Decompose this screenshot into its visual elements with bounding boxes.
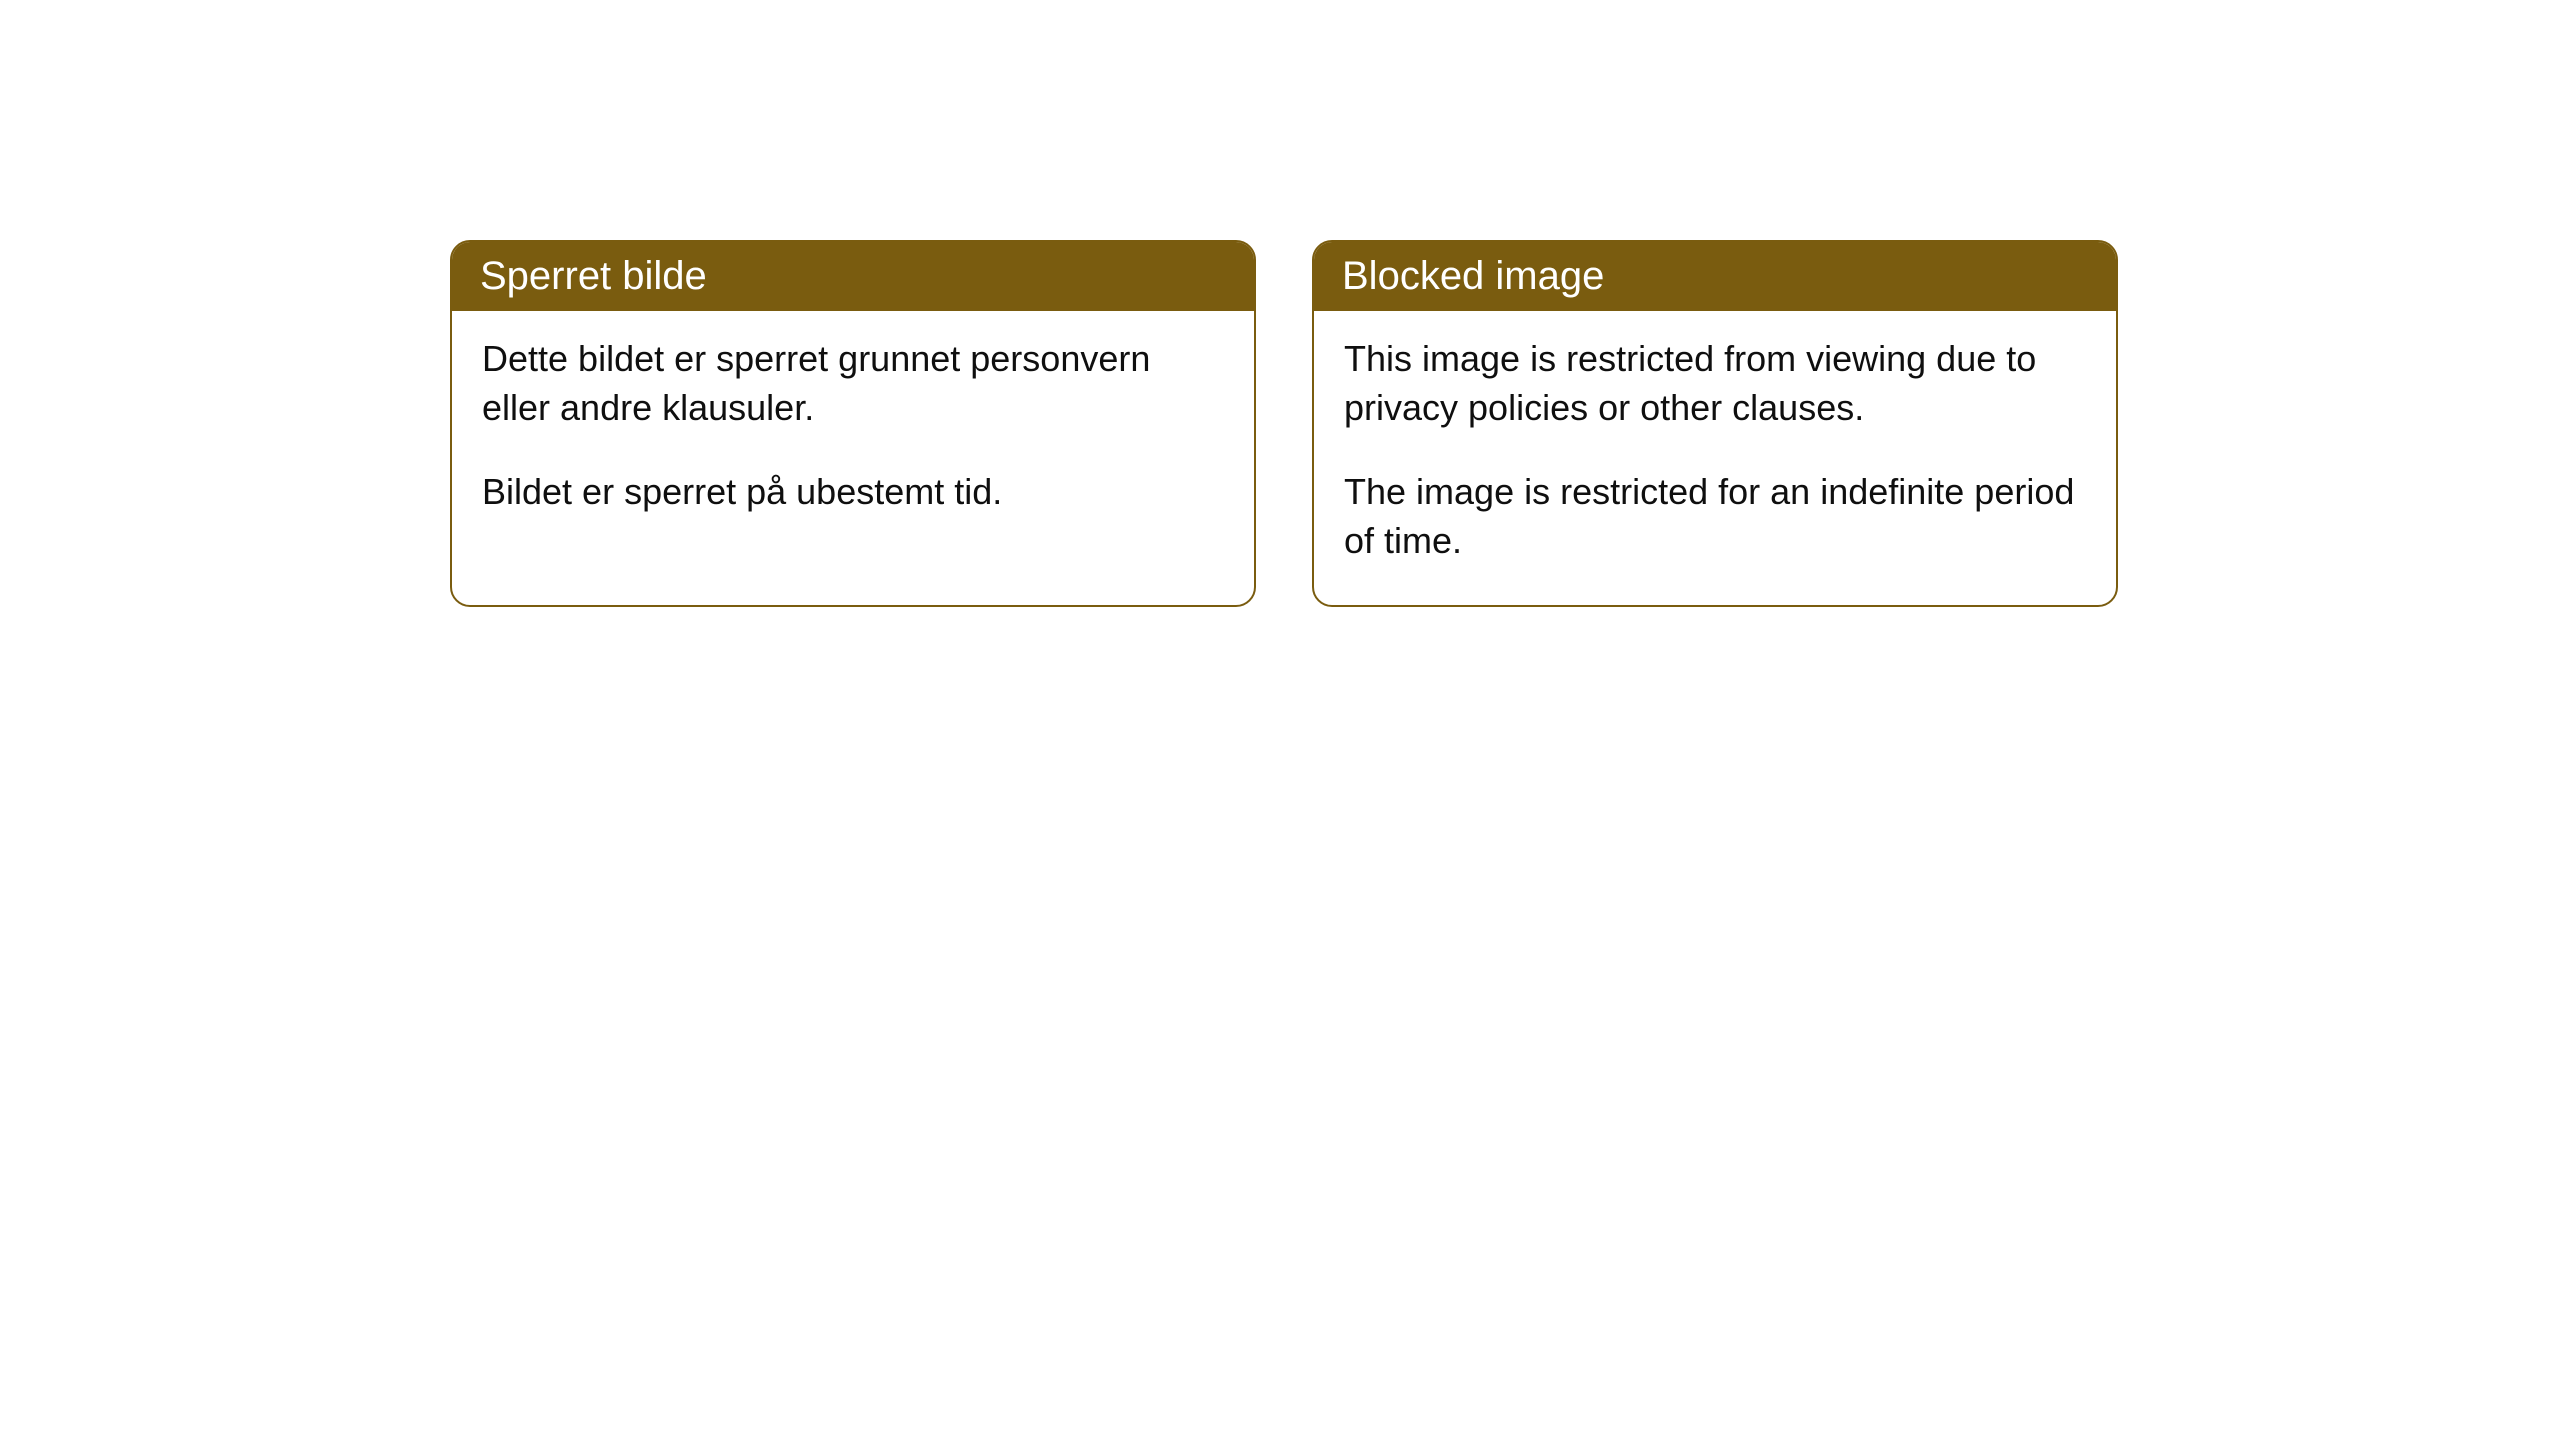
notice-cards-container: Sperret bilde Dette bildet er sperret gr…: [450, 240, 2118, 607]
card-body-english: This image is restricted from viewing du…: [1314, 311, 2116, 605]
notice-card-norwegian: Sperret bilde Dette bildet er sperret gr…: [450, 240, 1256, 607]
card-paragraph-2: The image is restricted for an indefinit…: [1344, 468, 2086, 565]
card-body-norwegian: Dette bildet er sperret grunnet personve…: [452, 311, 1254, 557]
notice-card-english: Blocked image This image is restricted f…: [1312, 240, 2118, 607]
card-header-english: Blocked image: [1314, 242, 2116, 311]
card-paragraph-1: This image is restricted from viewing du…: [1344, 335, 2086, 432]
card-paragraph-1: Dette bildet er sperret grunnet personve…: [482, 335, 1224, 432]
card-paragraph-2: Bildet er sperret på ubestemt tid.: [482, 468, 1224, 517]
card-header-norwegian: Sperret bilde: [452, 242, 1254, 311]
